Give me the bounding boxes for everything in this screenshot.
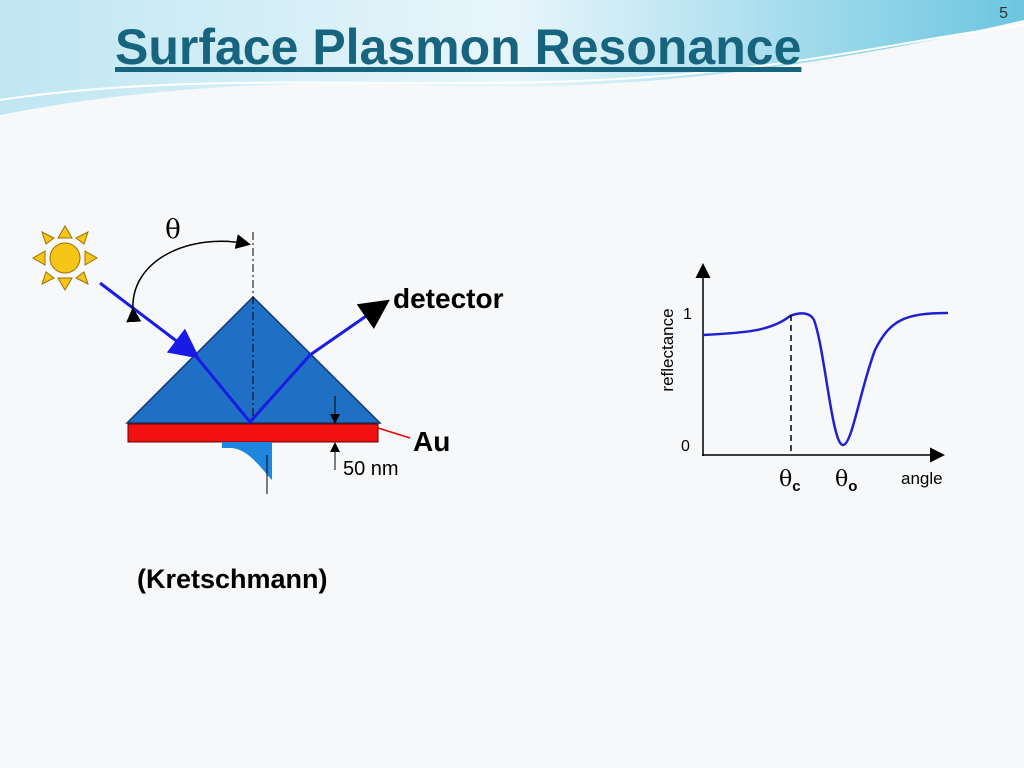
sun	[32, 225, 98, 291]
subscript: c	[792, 478, 800, 495]
thickness-label: 50 nm	[343, 458, 399, 480]
header-wave	[0, 0, 1024, 115]
detector-label: detector	[393, 283, 504, 314]
au-label: Au	[413, 426, 450, 457]
gold-film	[127, 423, 379, 443]
ray-in-prism	[193, 353, 312, 425]
symbol: θ	[835, 467, 848, 492]
slide-number: 5	[999, 5, 1008, 22]
theta-c-label: θc	[779, 467, 801, 495]
angle-arc	[126, 234, 251, 323]
x-label: angle	[901, 469, 943, 488]
theta-o-label: θo	[835, 467, 857, 495]
au-leader	[377, 427, 411, 439]
y-top-label: 1	[683, 306, 692, 323]
reflected-ray	[309, 299, 390, 357]
evanescent-field	[222, 442, 272, 480]
y-label: reflectance	[658, 308, 677, 391]
title: Surface Plasmon Resonance	[115, 19, 801, 75]
caption: (Kretschmann)	[137, 564, 328, 594]
wave-line	[0, 24, 1024, 101]
subscript: o	[848, 478, 857, 495]
reflectance-curve	[702, 311, 949, 447]
symbol: θ	[779, 467, 792, 492]
y-bottom-label: 0	[681, 438, 690, 455]
theta-label: θ	[165, 215, 181, 245]
